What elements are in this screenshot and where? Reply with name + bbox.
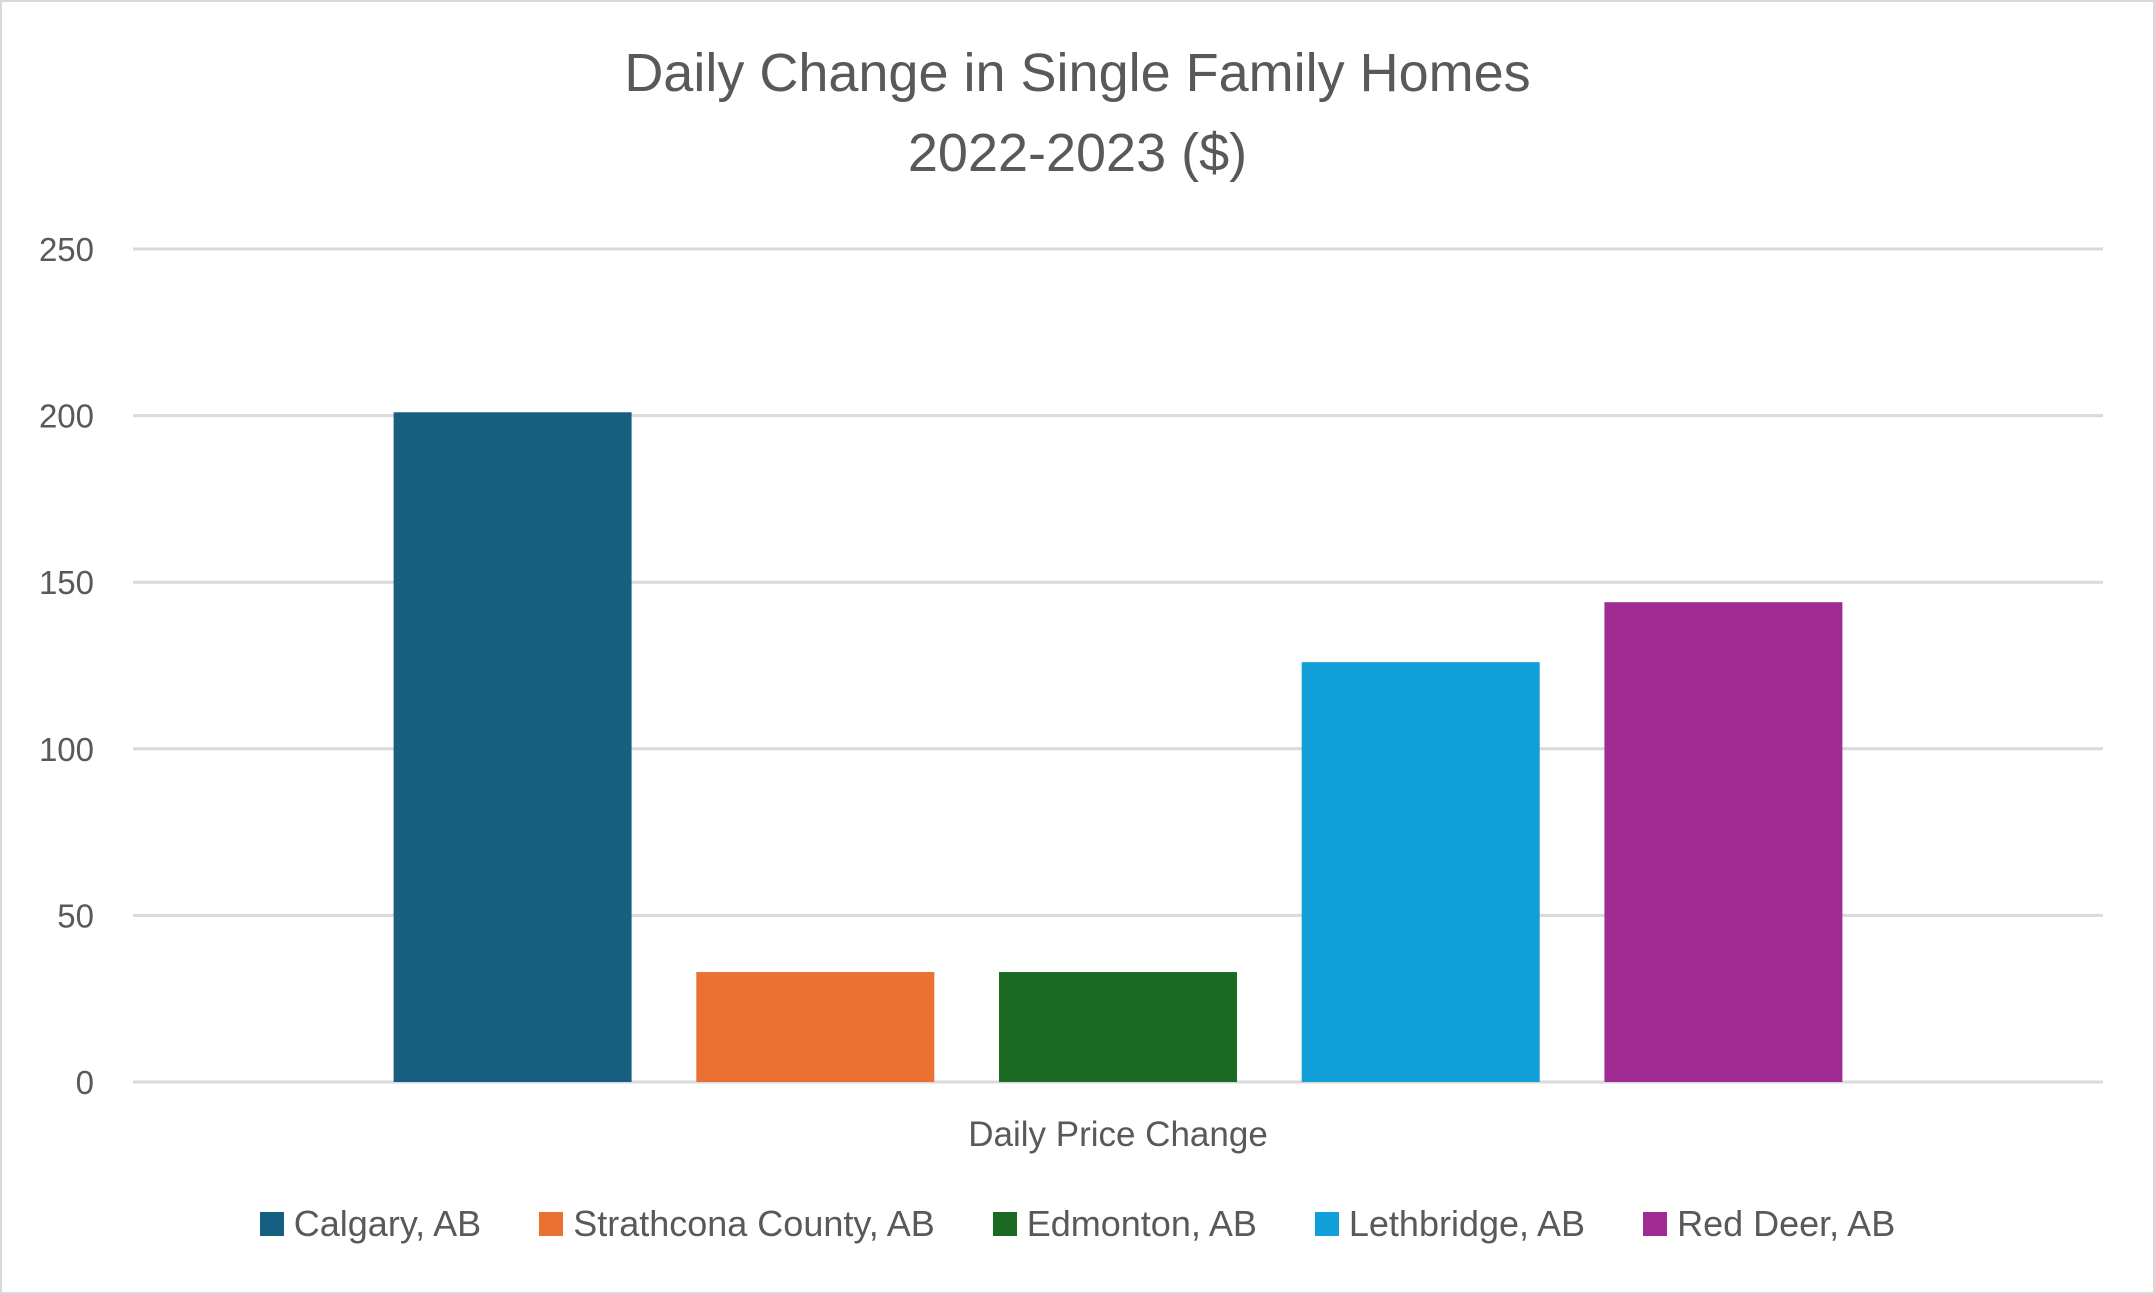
legend-item: Edmonton, AB: [992, 1203, 1257, 1245]
legend-swatch: [1314, 1212, 1339, 1236]
y-tick-label: 250: [39, 231, 94, 268]
x-axis-label: Daily Price Change: [968, 1115, 1268, 1154]
bar-lethbridge-ab: [1301, 662, 1540, 1082]
legend-label: Edmonton, AB: [1026, 1203, 1257, 1244]
legend-label: Strathcona County, AB: [573, 1203, 935, 1244]
chart-subtitle: 2022-2023 ($): [907, 123, 1248, 183]
legend-swatch: [539, 1212, 564, 1236]
bar-strathcona-county-ab: [696, 972, 935, 1082]
legend-swatch: [992, 1212, 1017, 1236]
legend-item: Lethbridge, AB: [1314, 1203, 1586, 1245]
legend-swatch: [259, 1212, 284, 1236]
y-tick-label: 100: [39, 731, 94, 768]
y-tick-label: 50: [57, 897, 94, 934]
bar-edmonton-ab: [999, 972, 1237, 1082]
legend-item: Red Deer, AB: [1643, 1203, 1895, 1245]
legend-label: Lethbridge, AB: [1348, 1203, 1586, 1244]
y-tick-label: 150: [39, 564, 94, 601]
chart-title: Daily Change in Single Family Homes: [624, 43, 1531, 103]
legend: Calgary, AB Strathcona County, AB Edmonton…: [0, 1203, 2155, 1245]
legend-item: Calgary, AB: [259, 1203, 482, 1245]
legend-label: Calgary, AB: [293, 1203, 482, 1244]
bar-calgary-ab: [393, 412, 632, 1082]
bar-red-deer-ab: [1604, 602, 1843, 1082]
y-tick-label: 0: [76, 1064, 94, 1101]
legend-label: Red Deer, AB: [1677, 1203, 1896, 1244]
legend-item: Strathcona County, AB: [539, 1203, 935, 1245]
legend-swatch: [1643, 1212, 1668, 1236]
y-tick-label: 200: [39, 398, 94, 435]
